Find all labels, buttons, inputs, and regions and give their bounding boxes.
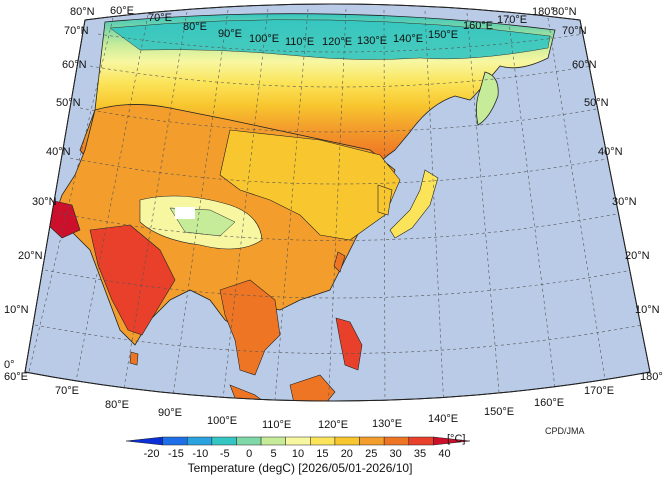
- land-china-yellow: [219, 129, 401, 241]
- lat-label-right: 50°N: [584, 97, 609, 109]
- lon-label-top: 60°E: [110, 5, 134, 17]
- lat-label-right: 80°N: [552, 6, 577, 18]
- lat-label-left: 0°: [4, 359, 15, 371]
- colorbar-swatch: [334, 436, 360, 446]
- land-borneo: [289, 374, 336, 401]
- colorbar-swatch: [359, 436, 385, 446]
- lon-label-bottom: 180°: [640, 371, 663, 383]
- lon-label-top: 80°E: [183, 21, 207, 33]
- lon-label-top: 70°E: [148, 12, 172, 24]
- lon-labels-bottom: 60°E 70°E 80°E 90°E 100°E 110°E 120°E 13…: [4, 371, 663, 431]
- colorbar-swatch: [383, 436, 410, 446]
- lon-label-bottom: 170°E: [584, 385, 614, 397]
- land-indochina: [219, 279, 281, 376]
- lon-label-top: 110°E: [285, 36, 314, 48]
- lat-label-left: 20°N: [18, 250, 43, 262]
- colorbar-tick-label: 30: [390, 448, 402, 460]
- colorbar-tick-label: 40: [438, 448, 450, 460]
- lat-label-right: 10°N: [635, 304, 660, 316]
- colorbar-tick-label: -15: [168, 448, 184, 460]
- colorbar-swatch: [125, 436, 163, 446]
- lon-label-bottom: 70°E: [55, 385, 79, 397]
- lon-label-bottom: 120°E: [318, 419, 348, 431]
- lon-label-top: 90°E: [218, 28, 242, 40]
- lat-labels-left: 0° 10°N 20°N 30°N 40°N 50°N 60°N 70°N 80…: [4, 6, 95, 371]
- lat-label-right: 60°N: [572, 59, 597, 71]
- colorbar-tick-label: 35: [414, 448, 426, 460]
- colorbar-tick-label: 0: [246, 448, 252, 460]
- lat-label-left: 30°N: [32, 196, 57, 208]
- colorbar-swatch: [162, 436, 188, 446]
- lon-label-bottom: 90°E: [158, 407, 182, 419]
- colorbar-tick-label: 15: [316, 448, 328, 460]
- lon-label-top: 150°E: [428, 29, 458, 41]
- lon-label-bottom: 100°E: [207, 415, 237, 427]
- colorbar-unit: [°C]: [447, 433, 465, 445]
- lon-label-bottom: 150°E: [484, 406, 514, 418]
- lat-label-left: 70°N: [64, 25, 89, 37]
- colorbar-swatch: [433, 436, 471, 446]
- lon-label-top: 120°E: [322, 36, 352, 48]
- lat-label-right: 70°N: [562, 25, 587, 37]
- lat-label-right: 40°N: [598, 146, 623, 158]
- colorbar-tick-label: -5: [220, 448, 230, 460]
- land-sri-lanka: [129, 351, 139, 366]
- lon-label-top: 160°E: [463, 20, 493, 32]
- lon-label-top: 130°E: [357, 35, 387, 47]
- colorbar-swatch: [310, 436, 336, 446]
- lat-label-left: 80°N: [70, 6, 95, 18]
- lat-label-right: 30°N: [612, 196, 637, 208]
- colorbar-tick-label: 20: [341, 448, 353, 460]
- land-india-hot: [89, 224, 176, 336]
- land-missing-data: [175, 207, 195, 219]
- lon-labels-top: 60°E 70°E 80°E 90°E 100°E 110°E 120°E 13…: [110, 5, 555, 48]
- lat-label-left: 10°N: [4, 304, 29, 316]
- lon-label-top: 180°: [532, 6, 555, 18]
- colorbar-tick-label: 10: [292, 448, 304, 460]
- lon-label-bottom: 60°E: [4, 371, 28, 383]
- colorbar-swatch: [186, 436, 213, 446]
- lon-label-top: 100°E: [249, 33, 279, 45]
- land-philippines: [335, 317, 363, 371]
- lon-label-top: 170°E: [497, 14, 527, 26]
- lat-label-left: 40°N: [46, 146, 71, 158]
- land-taiwan: [333, 251, 346, 273]
- colorbar-tick-label: 5: [271, 448, 277, 460]
- colorbar-tick-label: -10: [192, 448, 208, 460]
- colorbar-title: Temperature (degC) [2026/05/01-2026/10]: [188, 461, 413, 475]
- lat-label-left: 50°N: [56, 97, 81, 109]
- colorbar-swatch: [236, 436, 262, 446]
- lon-label-bottom: 130°E: [372, 418, 402, 430]
- colorbar-tick-label: 25: [365, 448, 377, 460]
- lat-label-right: 20°N: [625, 250, 650, 262]
- lon-label-bottom: 160°E: [534, 397, 564, 409]
- colorbar-swatch: [211, 436, 237, 446]
- credit-label: CPD/JMA: [545, 426, 585, 436]
- lon-label-bottom: 140°E: [428, 413, 458, 425]
- lon-label-bottom: 110°E: [262, 419, 291, 431]
- lat-labels-right: 10°N 20°N 30°N 40°N 50°N 60°N 70°N 80°N: [552, 6, 660, 316]
- lat-label-left: 60°N: [62, 59, 87, 71]
- colorbar-swatch: [260, 436, 286, 446]
- lon-label-bottom: 80°E: [105, 399, 129, 411]
- graticule: [26, 8, 643, 401]
- colorbar-swatch: [408, 436, 434, 446]
- lon-label-top: 140°E: [393, 33, 423, 45]
- arctic-coast-band: [109, 19, 551, 60]
- colorbar-swatch: [285, 436, 311, 446]
- land-kamchatka: [476, 71, 499, 126]
- land-japan: [389, 169, 439, 239]
- land-korea: [377, 184, 393, 216]
- colorbar: -20 -15 -10 -5 0 5 10 15 20 25 30 35 40: [125, 436, 471, 460]
- land-sumatra: [229, 384, 276, 401]
- colorbar-tick-label: -20: [144, 448, 160, 460]
